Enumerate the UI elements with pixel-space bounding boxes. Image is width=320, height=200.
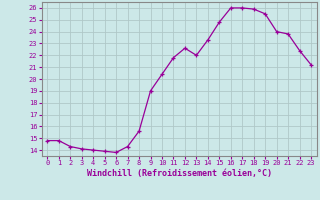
X-axis label: Windchill (Refroidissement éolien,°C): Windchill (Refroidissement éolien,°C) [87,169,272,178]
